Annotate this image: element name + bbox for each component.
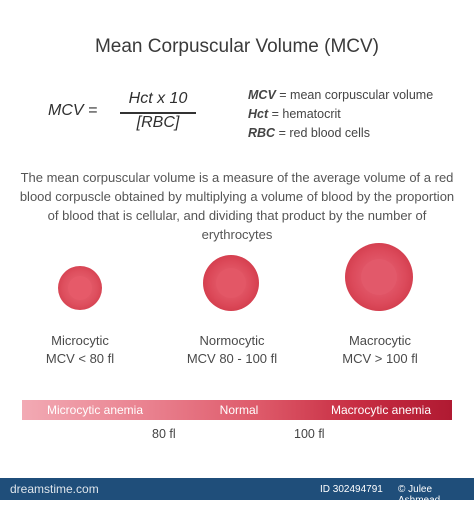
formula-lhs: MCV = (48, 102, 98, 119)
cell-type-range: MCV < 80 fl (45, 351, 115, 366)
cell-type-name: Normocytic (199, 333, 265, 348)
cell-center (68, 276, 92, 300)
definition-text: = hematocrit (268, 107, 341, 121)
cell-center (361, 259, 397, 295)
scale-segment-macrocytic: Macrocytic anemia (330, 403, 432, 417)
footer-brand: dreamstime.com (10, 482, 99, 496)
cell-type-name: Macrocytic (348, 333, 412, 348)
cell-type-name: Microcytic (51, 333, 109, 348)
definition-rbc: RBC = red blood cells (248, 126, 468, 145)
microcytic-label: Microcytic MCV < 80 fl (10, 332, 150, 368)
footer-bar: dreamstime.com ID 302494791 © Julee Ashm… (0, 478, 474, 506)
normocytic-label: Normocytic MCV 80 - 100 fl (162, 332, 302, 368)
cell-type-range: MCV 80 - 100 fl (186, 351, 278, 366)
fraction-bar (120, 112, 196, 114)
scale-segment-microcytic: Microcytic anemia (46, 403, 144, 417)
macrocytic-label: Macrocytic MCV > 100 fl (310, 332, 450, 368)
definition-text: = red blood cells (275, 126, 370, 140)
definition-hct: Hct = hematocrit (248, 107, 468, 126)
cell-type-range: MCV > 100 fl (342, 351, 418, 366)
mcv-scale-bar: Microcytic anemia Normal Macrocytic anem… (22, 400, 452, 420)
formula-numerator: Hct x 10 (128, 90, 188, 107)
macrocytic-cell-illustration (345, 243, 413, 311)
scale-segment-normal: Normal (219, 403, 259, 417)
formula-denominator: [RBC] (136, 114, 180, 131)
definition-mcv: MCV = mean corpuscular volume (248, 88, 468, 107)
scale-tick-100: 100 fl (294, 427, 325, 441)
definition-text: = mean corpuscular volume (275, 88, 434, 102)
cell-center (216, 268, 246, 298)
definition-abbr: Hct (248, 107, 269, 121)
mcv-formula: MCV = Hct x 10 [RBC] (48, 90, 208, 136)
scale-tick-80: 80 fl (152, 427, 176, 441)
footer-author: © Julee Ashmead (398, 484, 441, 506)
footer-image-id: ID 302494791 (320, 484, 383, 495)
definitions-list: MCV = mean corpuscular volume Hct = hema… (248, 88, 468, 145)
normocytic-cell-illustration (203, 255, 259, 311)
description-paragraph: The mean corpuscular volume is a measure… (19, 170, 455, 242)
microcytic-cell-illustration (58, 266, 102, 310)
definition-abbr: RBC (248, 126, 276, 140)
page-title: Mean Corpuscular Volume (MCV) (94, 36, 380, 57)
definition-abbr: MCV (248, 88, 276, 102)
